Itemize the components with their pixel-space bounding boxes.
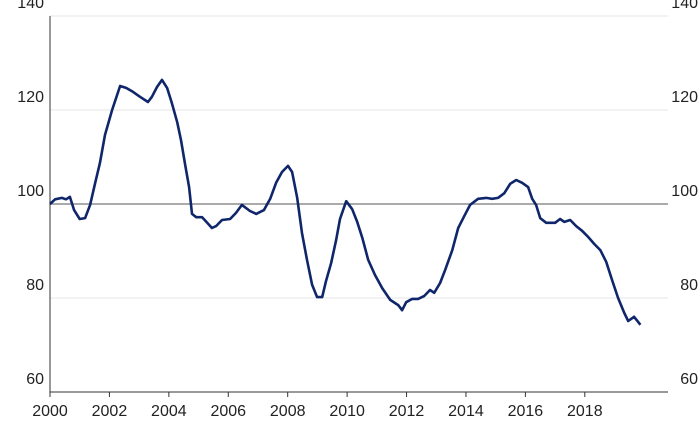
- y-tick-label: 60: [26, 371, 44, 388]
- y-tick-label: 120: [17, 89, 44, 106]
- y2-tick-label: 60: [680, 371, 698, 388]
- y-tick-label: 140: [17, 0, 44, 12]
- x-tick-label: 2014: [448, 403, 484, 420]
- data-line: [49, 78, 642, 326]
- x-tick-label: 2012: [389, 403, 425, 420]
- x-tick-label: 2018: [567, 403, 603, 420]
- y2-tick-label: 140: [671, 0, 698, 12]
- x-tick-label: 2002: [92, 403, 128, 420]
- y2-tick-label: 80: [680, 277, 698, 294]
- y-tick-label: 80: [26, 277, 44, 294]
- x-tick-label: 2004: [151, 403, 187, 420]
- x-tick-label: 2010: [329, 403, 365, 420]
- y2-tick-label: 120: [671, 89, 698, 106]
- y2-tick-label: 100: [671, 183, 698, 200]
- x-tick-label: 2008: [270, 403, 306, 420]
- x-tick-label: 2000: [32, 403, 68, 420]
- y-tick-label: 100: [17, 183, 44, 200]
- x-tick-label: 2006: [210, 403, 246, 420]
- x-tick-label: 2016: [508, 403, 544, 420]
